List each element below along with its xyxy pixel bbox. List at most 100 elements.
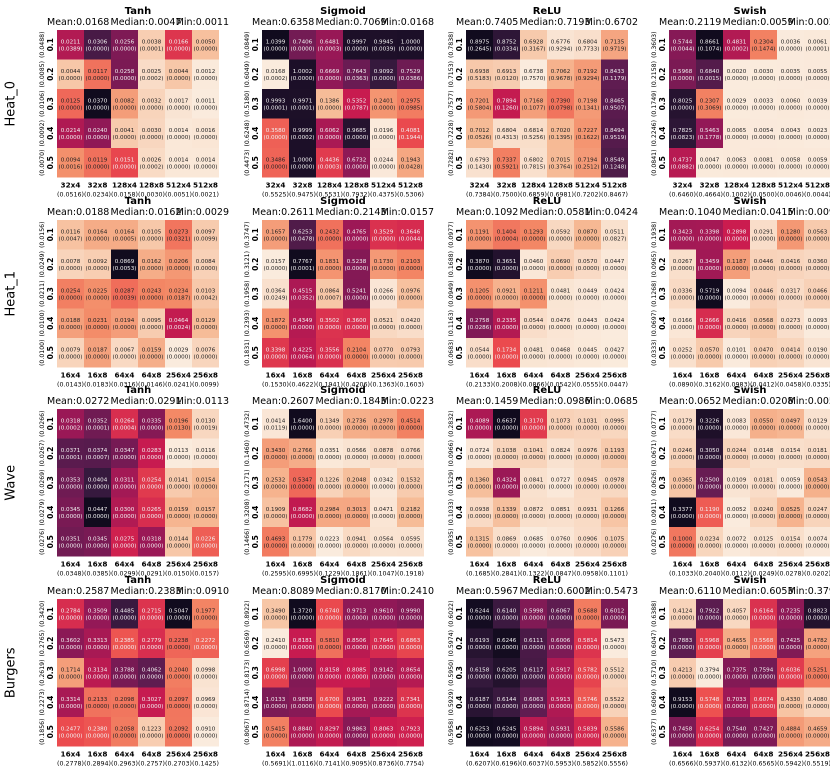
cell-value: 1.0002: [293, 69, 313, 75]
heatmap-cell: [57, 118, 84, 148]
col-mean-label: (0.8467): [601, 192, 628, 199]
cell-value: 0.0351: [61, 536, 81, 542]
cell-std: (0.9294): [549, 46, 573, 52]
cell-std: (0.0000): [752, 704, 776, 710]
heatmap-cell: [669, 118, 696, 148]
cell-std: (0.0005): [113, 236, 137, 242]
col-mean-label: (0.5852): [574, 761, 601, 767]
heatmap-cell: [466, 118, 493, 148]
heatmap-cell: [547, 30, 574, 60]
cell-std: (0.0000): [399, 543, 423, 549]
col-mean-label: (0.2963): [111, 761, 138, 767]
col-mean-label: (0.2778): [57, 761, 84, 767]
col-tick-label: 16x4: [61, 750, 81, 759]
cell-value: 0.0020: [727, 69, 747, 75]
cell-value: 0.0094: [727, 288, 747, 294]
cell-std: (0.0000): [264, 704, 288, 710]
cell-std: (0.0000): [752, 325, 776, 331]
cell-value: 0.3459: [700, 259, 720, 265]
cell-value: 0.0318: [142, 536, 162, 542]
heatmap-cell: [574, 148, 601, 178]
cell-std: (0.0000): [603, 266, 627, 272]
heatmap-cell: [138, 59, 165, 89]
cell-std: (0.0000): [345, 704, 369, 710]
cell-std: (0.0000): [318, 733, 342, 739]
row-tick-label: 0.3: [46, 287, 55, 300]
row-tick-label: 0.5: [455, 156, 464, 169]
cell-value: 0.0225: [88, 288, 108, 294]
col-tick-label: 32x8: [88, 181, 108, 190]
cell-value: 0.5810: [320, 638, 340, 644]
cell-value: 0.6193: [470, 638, 490, 644]
cell-value: 0.3226: [700, 418, 720, 424]
cell-std: (0.0000): [167, 455, 191, 461]
row-mean-label: (0.2246): [651, 120, 658, 146]
panel-stats: Min:0.0052: [788, 396, 830, 407]
cell-std: (0.0000): [194, 455, 218, 461]
cell-std: (0.1077): [522, 105, 546, 111]
cell-std: (0.0000): [806, 674, 830, 680]
cell-value: 0.6669: [320, 69, 340, 75]
cell-std: (0.5804): [468, 105, 492, 111]
cell-std: (0.0042): [194, 295, 218, 301]
cell-value: 0.0105: [142, 229, 162, 235]
col-mean-label: (0.1685): [466, 571, 493, 578]
cell-std: (0.1341): [576, 105, 600, 111]
cell-std: (0.0000): [725, 135, 749, 141]
col-tick-label: 32x4: [61, 181, 81, 190]
col-mean-label: (0.0555): [574, 382, 601, 389]
row-mean-label: (0.5929): [448, 689, 455, 715]
heatmap-cell: [84, 658, 111, 688]
heatmap-cell: [723, 220, 750, 250]
cell-value: 0.8549: [605, 157, 625, 163]
heatmap-cell: [493, 118, 520, 148]
heatmap-cell: [138, 497, 165, 527]
heatmap-cell: [262, 220, 289, 250]
cell-std: (0.0000): [603, 295, 627, 301]
cell-value: 0.2133: [88, 697, 108, 703]
col-mean-label: (0.0385): [84, 571, 111, 578]
cell-value: 0.0273: [169, 229, 189, 235]
cell-value: 0.0564: [374, 536, 394, 542]
cell-value: 0.0063: [727, 157, 747, 163]
col-mean-label: (0.1918): [397, 571, 424, 578]
heatmap-cell: [750, 279, 777, 309]
row-tick-label: 0.4: [251, 317, 260, 330]
cell-value: 0.3600: [347, 318, 367, 324]
cell-std: (0.0000): [345, 674, 369, 680]
cell-value: 0.0113: [169, 448, 189, 454]
cell-std: (0.0000): [698, 674, 722, 680]
cell-value: 0.0041: [115, 128, 135, 134]
cell-std: (0.0000): [318, 76, 342, 82]
cell-std: (0.0000): [264, 543, 288, 549]
cell-value: 0.1226: [320, 477, 340, 483]
heatmap-cell: [262, 249, 289, 279]
cell-std: (0.0000): [86, 135, 110, 141]
cell-value: 0.3502: [320, 318, 340, 324]
cell-std: (0.0000): [167, 645, 191, 651]
heatmap-cell: [493, 628, 520, 658]
cell-value: 0.4436: [320, 157, 340, 163]
heatmap-cell: [574, 30, 601, 60]
col-mean-label: (0.0983): [723, 382, 750, 389]
cell-value: 0.0446: [754, 288, 774, 294]
cell-value: 0.5998: [524, 608, 544, 614]
heatmap-cell: [370, 628, 397, 658]
heatmap-cell: [601, 687, 628, 717]
col-mean-label: (0.2008): [493, 382, 520, 389]
cell-std: (0.0000): [345, 543, 369, 549]
heatmap-cell: [804, 628, 830, 658]
heatmap-cell: [138, 409, 165, 439]
cell-std: (0.0000): [264, 514, 288, 520]
cell-value: 0.0103: [196, 288, 216, 294]
cell-value: 0.3050: [700, 448, 720, 454]
cell-std: (0.0000): [698, 615, 722, 621]
col-mean-label: (0.5306): [397, 192, 424, 199]
row-tick-label: 0.3: [251, 666, 260, 679]
cell-std: (0.0000): [86, 295, 110, 301]
col-tick-label: 16x4: [266, 371, 286, 380]
cell-std: (0.0001): [86, 425, 110, 431]
cell-std: (0.0000): [291, 733, 315, 739]
heatmap-cell: [289, 30, 316, 60]
cell-std: (0.0047): [59, 236, 83, 242]
